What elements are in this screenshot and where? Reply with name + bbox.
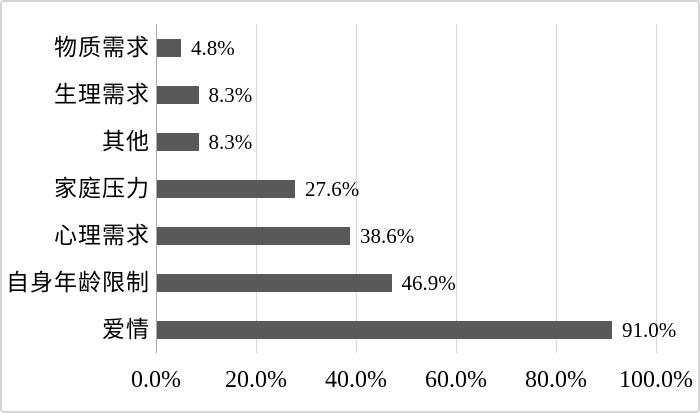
value-label: 91.0% xyxy=(622,317,677,342)
gridline xyxy=(656,24,657,353)
bar xyxy=(157,273,392,292)
bar xyxy=(157,85,199,104)
x-tick-label: 100.0% xyxy=(619,367,693,393)
bar xyxy=(157,179,295,198)
value-label: 8.3% xyxy=(208,129,253,154)
value-label: 4.8% xyxy=(191,35,235,60)
x-tick-label: 20.0% xyxy=(225,367,287,393)
y-axis-line xyxy=(156,24,157,353)
x-tick-label: 40.0% xyxy=(325,367,387,393)
bar xyxy=(157,132,199,151)
category-label: 生理需求 xyxy=(54,82,150,107)
gridline xyxy=(356,24,357,353)
bar xyxy=(157,320,612,339)
category-label: 心理需求 xyxy=(54,223,150,248)
x-tick-label: 0.0% xyxy=(131,367,181,393)
bar xyxy=(157,38,181,57)
category-label: 物质需求 xyxy=(54,35,150,60)
value-label: 38.6% xyxy=(360,223,415,248)
category-label: 其他 xyxy=(102,129,150,154)
bar xyxy=(157,226,350,245)
value-label: 46.9% xyxy=(401,270,456,295)
gridline xyxy=(556,24,557,353)
category-label: 自身年龄限制 xyxy=(6,270,150,295)
x-tick-label: 60.0% xyxy=(425,367,487,393)
category-label: 爱情 xyxy=(102,317,150,342)
category-label: 家庭压力 xyxy=(54,176,150,201)
value-label: 27.6% xyxy=(305,176,360,201)
gridline xyxy=(456,24,457,353)
x-tick-label: 80.0% xyxy=(525,367,587,393)
value-label: 8.3% xyxy=(208,82,253,107)
